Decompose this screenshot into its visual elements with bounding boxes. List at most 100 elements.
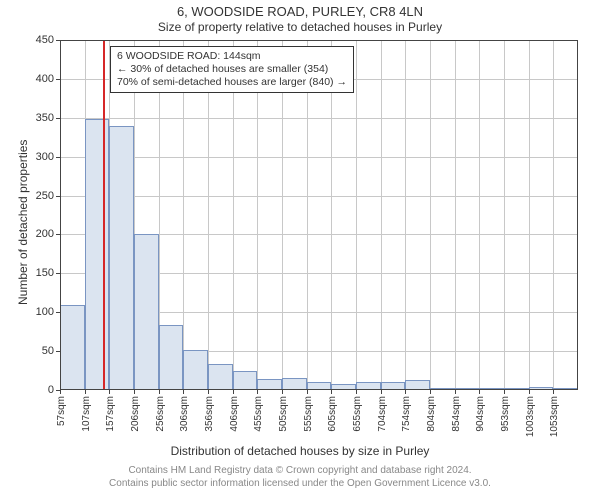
xtick-mark <box>183 390 184 394</box>
gridline-v <box>529 40 530 390</box>
xtick-mark <box>85 390 86 394</box>
xtick-mark <box>430 390 431 394</box>
xtick-label: 107sqm <box>81 396 92 432</box>
histogram-bar <box>183 350 208 390</box>
histogram-bar <box>85 119 110 390</box>
footer-line-2: Contains public sector information licen… <box>109 478 491 489</box>
ytick-mark <box>56 234 60 235</box>
xtick-label: 1003sqm <box>525 396 536 437</box>
xtick-mark <box>282 390 283 394</box>
ytick-mark <box>56 196 60 197</box>
chart-container: 6, WOODSIDE ROAD, PURLEY, CR8 4LN Size o… <box>0 0 600 500</box>
histogram-bar <box>109 126 134 390</box>
annotation-line: ← 30% of detached houses are smaller (35… <box>117 63 347 76</box>
xtick-label: 256sqm <box>155 396 166 432</box>
xtick-mark <box>504 390 505 394</box>
gridline-v <box>504 40 505 390</box>
histogram-bar <box>331 384 356 390</box>
chart-title: 6, WOODSIDE ROAD, PURLEY, CR8 4LN <box>0 4 600 19</box>
footer-line-1: Contains HM Land Registry data © Crown c… <box>128 465 471 476</box>
footer-attribution: Contains HM Land Registry data © Crown c… <box>0 464 600 490</box>
ytick-mark <box>56 273 60 274</box>
gridline-v <box>405 40 406 390</box>
ytick-label: 450 <box>36 34 54 46</box>
xtick-label: 157sqm <box>105 396 116 432</box>
xtick-label: 804sqm <box>426 396 437 432</box>
xtick-mark <box>455 390 456 394</box>
xtick-mark <box>60 390 61 394</box>
histogram-bar <box>504 388 529 390</box>
plot-area: 05010015020025030035040045057sqm107sqm15… <box>60 40 578 390</box>
xtick-label: 206sqm <box>130 396 141 432</box>
histogram-bar <box>405 380 430 390</box>
ytick-label: 0 <box>48 384 54 396</box>
gridline-v <box>455 40 456 390</box>
histogram-bar <box>257 379 282 390</box>
ytick-label: 100 <box>36 306 54 318</box>
xtick-label: 854sqm <box>451 396 462 432</box>
gridline-h <box>60 196 578 197</box>
xtick-label: 904sqm <box>475 396 486 432</box>
histogram-bar <box>455 388 480 390</box>
histogram-bar <box>159 325 184 390</box>
xtick-label: 1053sqm <box>549 396 560 437</box>
ytick-label: 250 <box>36 190 54 202</box>
xtick-label: 605sqm <box>327 396 338 432</box>
ytick-mark <box>56 118 60 119</box>
xtick-label: 306sqm <box>179 396 190 432</box>
ytick-label: 200 <box>36 228 54 240</box>
xtick-mark <box>356 390 357 394</box>
xtick-mark <box>307 390 308 394</box>
annotation-box: 6 WOODSIDE ROAD: 144sqm← 30% of detached… <box>110 46 354 93</box>
xtick-label: 505sqm <box>278 396 289 432</box>
reference-line <box>103 40 105 390</box>
xtick-mark <box>381 390 382 394</box>
annotation-line: 6 WOODSIDE ROAD: 144sqm <box>117 50 347 63</box>
xtick-mark <box>405 390 406 394</box>
histogram-bar <box>233 371 258 390</box>
xtick-label: 655sqm <box>352 396 363 432</box>
xtick-label: 704sqm <box>377 396 388 432</box>
gridline-v <box>356 40 357 390</box>
ytick-label: 50 <box>42 345 54 357</box>
xtick-label: 57sqm <box>56 396 67 426</box>
ytick-mark <box>56 157 60 158</box>
xtick-mark <box>134 390 135 394</box>
gridline-h <box>60 157 578 158</box>
xtick-label: 555sqm <box>303 396 314 432</box>
gridline-v <box>430 40 431 390</box>
xtick-mark <box>331 390 332 394</box>
y-axis-title: Number of detached properties <box>16 140 30 305</box>
histogram-bar <box>60 305 85 390</box>
ytick-label: 300 <box>36 151 54 163</box>
histogram-bar <box>479 388 504 390</box>
ytick-label: 350 <box>36 112 54 124</box>
histogram-bar <box>529 387 554 390</box>
xtick-label: 406sqm <box>229 396 240 432</box>
ytick-mark <box>56 40 60 41</box>
gridline-v <box>479 40 480 390</box>
xtick-mark <box>233 390 234 394</box>
xtick-mark <box>257 390 258 394</box>
histogram-bar <box>356 382 381 390</box>
histogram-bar <box>553 388 578 390</box>
xtick-mark <box>159 390 160 394</box>
gridline-v <box>553 40 554 390</box>
x-axis-title: Distribution of detached houses by size … <box>0 444 600 458</box>
xtick-mark <box>109 390 110 394</box>
histogram-bar <box>282 378 307 390</box>
histogram-bar <box>430 388 455 390</box>
ytick-label: 150 <box>36 267 54 279</box>
xtick-mark <box>208 390 209 394</box>
annotation-line: 70% of semi-detached houses are larger (… <box>117 76 347 89</box>
xtick-mark <box>479 390 480 394</box>
ytick-mark <box>56 79 60 80</box>
histogram-bar <box>208 364 233 390</box>
chart-subtitle: Size of property relative to detached ho… <box>0 20 600 34</box>
xtick-mark <box>553 390 554 394</box>
histogram-bar <box>381 382 406 390</box>
gridline-v <box>381 40 382 390</box>
xtick-label: 356sqm <box>204 396 215 432</box>
xtick-label: 953sqm <box>500 396 511 432</box>
xtick-label: 754sqm <box>401 396 412 432</box>
